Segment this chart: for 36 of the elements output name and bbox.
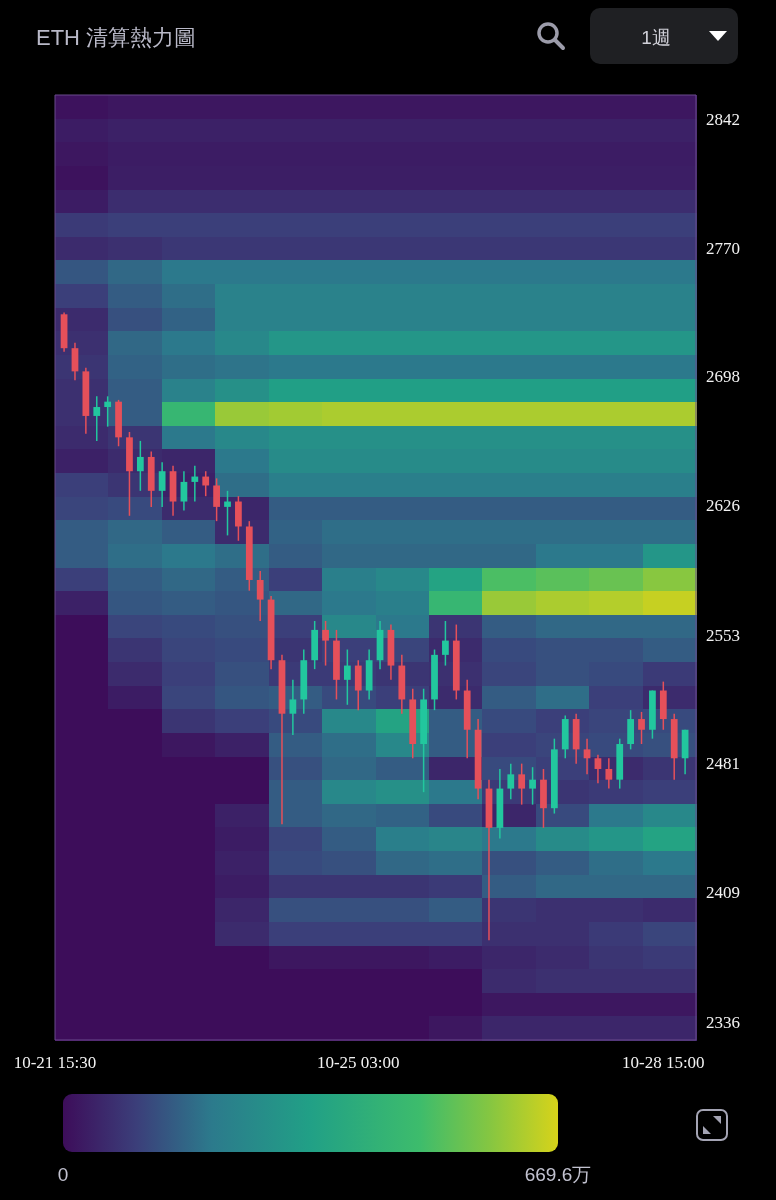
candlestick	[322, 620, 329, 667]
y-tick-label: 2336	[706, 1012, 740, 1032]
color-bar-label: 0	[57, 1163, 69, 1185]
candlestick	[594, 753, 602, 784]
candlestick	[638, 711, 645, 745]
y-tick-label: 2553	[706, 625, 740, 645]
candlestick	[289, 679, 297, 736]
candlestick	[507, 762, 515, 801]
y-tick-label: 2626	[706, 495, 740, 515]
candlestick	[104, 395, 112, 428]
candlestick	[202, 470, 210, 497]
color-bar-label: 669.6万	[524, 1163, 592, 1185]
candlestick	[256, 570, 264, 622]
chart-title: ETH 清算熱力圖	[36, 25, 197, 50]
candlestick	[213, 477, 220, 522]
candlestick	[191, 465, 199, 503]
x-tick-label: 10-21 15:30	[13, 1053, 97, 1072]
candlestick	[136, 440, 144, 492]
y-tick-label: 2698	[706, 367, 740, 387]
y-tick-label: 2770	[706, 238, 740, 258]
y-tick-label: 2409	[706, 882, 740, 902]
candlestick	[605, 757, 613, 790]
x-tick-label: 10-28 15:00	[621, 1053, 705, 1072]
candlestick	[442, 620, 449, 667]
text: 1週	[641, 26, 671, 48]
candlestick	[180, 470, 188, 512]
candlestick	[518, 762, 526, 806]
candlestick	[224, 490, 231, 537]
y-tick-label: 2481	[706, 754, 740, 774]
x-tick-label: 10-25 03:00	[316, 1053, 400, 1072]
candlestick	[93, 395, 101, 442]
candlestick	[343, 648, 351, 706]
candlestick	[529, 766, 536, 806]
candlestick	[158, 461, 166, 508]
y-tick-label: 2842	[706, 110, 740, 130]
candlestick	[583, 737, 591, 776]
